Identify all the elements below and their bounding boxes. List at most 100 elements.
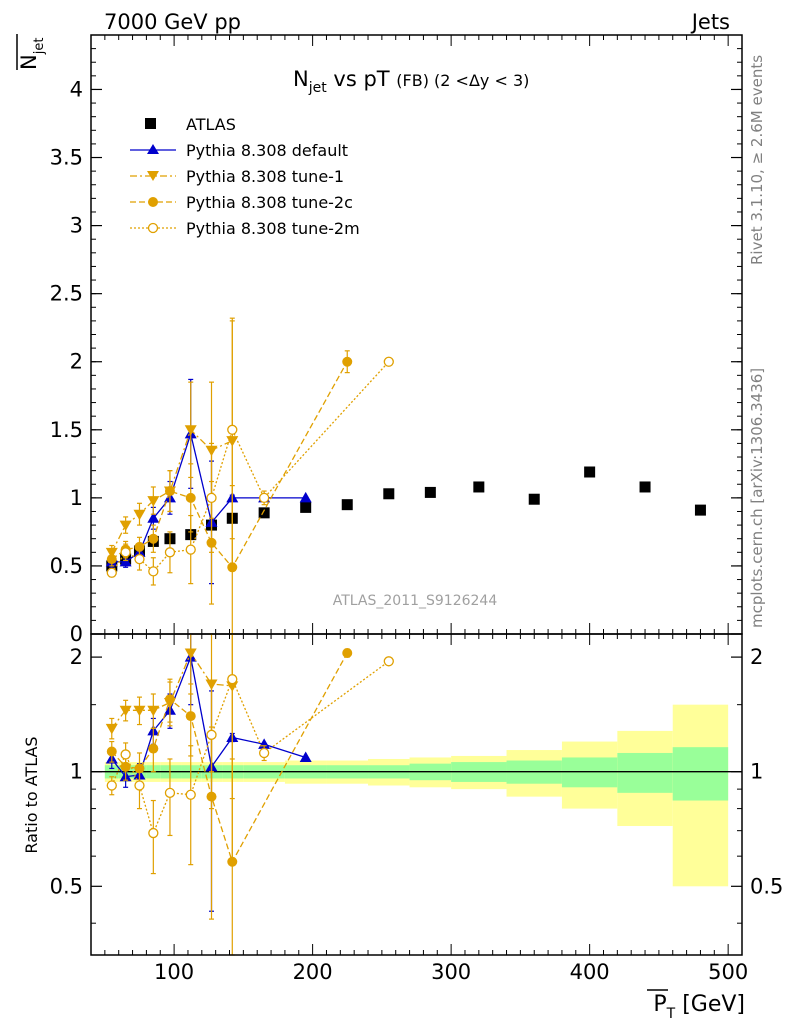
x-tick-label: 500	[708, 960, 748, 984]
main-y-tick-label: 0.5	[50, 554, 83, 578]
ratio-pythia-8-308-tune-1-point	[184, 648, 197, 660]
legend-label-tune2m: Pythia 8.308 tune-2m	[186, 219, 360, 238]
ratio-y-tick-label-right: 2	[750, 645, 763, 669]
main-pythia-8-308-tune-1-point	[133, 509, 146, 521]
ratio-y-tick-label: 1	[70, 760, 83, 784]
main-pythia-8-308-tune-2m-point	[120, 547, 131, 558]
ratio-pythia-8-308-tune-2c-point	[106, 746, 117, 757]
legend-marker-default	[147, 144, 159, 154]
main-plot-area	[105, 317, 706, 635]
main-atlas-point	[639, 481, 651, 493]
x-tick-label: 400	[570, 960, 610, 984]
main-atlas-point	[383, 488, 395, 500]
ratio-uncertainty-band	[104, 704, 729, 887]
ratio-pythia-8-308-tune-2m-point	[106, 780, 117, 791]
main-pythia-8-308-tune-2c-point	[164, 486, 175, 497]
ratio-pythia-8-308-tune-1-point	[105, 723, 118, 735]
ylabel-main: N	[17, 54, 41, 70]
main-pythia-8-308-tune-2m-point	[185, 544, 196, 555]
ratio-plot-area	[105, 633, 394, 956]
main-pythia-8-308-tune-1-point	[119, 520, 132, 532]
ratio-pythia-8-308-tune-1-line	[111, 651, 233, 729]
main-atlas-point	[300, 501, 312, 513]
ratio-pythia-8-308-tune-1-point	[119, 705, 132, 717]
ratio-pythia-8-308-tune-2c-point	[148, 743, 159, 754]
main-y-tick-label: 4	[70, 77, 83, 101]
ratio-pythia-8-308-tune-2m-point	[383, 656, 394, 667]
main-y-tick-label: 3.5	[50, 146, 83, 170]
ratio-panel: 0.5 0.5 1 1 2 2 100 200 300 400 500 Ratio to ATLA…	[22, 633, 783, 1022]
main-pythia-8-308-tune-2m-point	[134, 553, 145, 565]
main-atlas-point	[341, 499, 353, 511]
main-y-axis: 0 0.5 1 1.5 2 2.5 3 3.5 4	[50, 35, 742, 646]
legend-marker-tune2m	[147, 222, 159, 234]
main-atlas-point	[258, 507, 270, 519]
main-pythia-8-308-tune-2m-point	[258, 492, 270, 504]
ratio-frame	[90, 633, 743, 956]
main-pythia-8-308-tune-2c-point	[185, 492, 196, 503]
main-y-tick-label: 1.5	[50, 418, 83, 442]
main-panel: 0 0.5 1 1.5 2 2.5 3 3.5 4 Njet vs pT (FB) (2 <Δy…	[16, 34, 743, 646]
x-tick-label: 300	[431, 960, 471, 984]
main-pythia-8-308-tune-2m-line	[111, 361, 390, 574]
title-sub: jet	[308, 80, 328, 96]
legend-marker-atlas	[145, 118, 156, 129]
main-atlas-point	[528, 493, 540, 505]
main-pythia-8-308-tune-2c-line	[111, 361, 348, 569]
ratio-y-tick-label-right: 0.5	[750, 874, 783, 898]
ratio-pythia-8-308-tune-2c-point	[342, 648, 353, 659]
ratio-pythia-8-308-tune-2m-line	[111, 660, 390, 836]
main-atlas-point	[473, 481, 485, 493]
ratio-pythia-8-308-tune-2c-point	[185, 711, 196, 722]
main-pythia-8-308-tune-1-point	[184, 425, 197, 436]
xlabel-main: P	[653, 992, 666, 1017]
main-pythia-8-308-tune-2c-point	[106, 554, 117, 565]
ratio-pythia-8-308-tune-2c-point	[164, 694, 175, 705]
ratio-pythia-8-308-tune-2m-point	[227, 674, 238, 685]
main-pythia-8-308-tune-2m-point	[148, 566, 159, 577]
main-pythia-8-308-tune-1-point	[147, 496, 160, 507]
main-title: Njet vs pT (FB) (2 <Δy < 3)	[293, 67, 529, 96]
main-pythia-8-308-tune-2m-point	[227, 424, 238, 435]
ratio-pythia-8-308-tune-2m-point	[185, 789, 196, 800]
x-axis: 100 200 300 400 500	[104, 634, 748, 984]
ratio-pythia-8-308-tune-2m-point	[164, 787, 176, 798]
title-main: N	[293, 67, 309, 91]
main-pythia-8-308-tune-2m-point	[206, 492, 217, 504]
x-tick-label: 200	[293, 960, 333, 984]
ratio-y-label: Ratio to ATLAS	[22, 736, 41, 853]
ylabel-sub: jet	[32, 38, 47, 56]
main-pythia-8-308-tune-2m-point	[164, 547, 176, 558]
ratio-pythia-8-308-default-point	[299, 751, 312, 762]
legend-label-default: Pythia 8.308 default	[186, 141, 348, 160]
ratio-pythia-8-308-tune-1-point	[133, 705, 146, 717]
main-y-tick-label: 1	[70, 486, 83, 510]
svg-text:Njet: Njet	[17, 38, 47, 70]
x-axis-label: PT [GeV]	[647, 989, 745, 1022]
ratio-pythia-8-308-tune-2m-point	[148, 827, 159, 839]
x-tick-label: 100	[154, 960, 194, 984]
title-range: (2 <Δy < 3)	[429, 71, 529, 90]
title-rest: vs pT	[327, 67, 397, 91]
ratio-pythia-8-308-tune-2m-point	[206, 729, 217, 740]
analysis-label: ATLAS_2011_S9126244	[333, 593, 498, 609]
ratio-y-tick-label-right: 1	[750, 760, 763, 784]
xlabel-sub: T	[666, 1006, 676, 1022]
main-atlas-point	[584, 466, 596, 478]
xlabel-unit: [GeV]	[675, 992, 745, 1017]
mcplots-label: mcplots.cern.ch [arXiv:1306.3436]	[748, 368, 766, 628]
legend-label-atlas: ATLAS	[186, 115, 236, 134]
main-pythia-8-308-default-point	[299, 491, 312, 503]
legend: ATLAS Pythia 8.308 default Pythia 8.308 …	[130, 115, 360, 238]
main-pythia-8-308-default-line	[111, 431, 306, 563]
main-pythia-8-308-tune-2c-point	[227, 562, 238, 573]
rivet-label: Rivet 3.1.10, ≥ 2.6M events	[748, 55, 766, 265]
main-y-tick-label: 2.5	[50, 282, 83, 306]
ratio-y-tick-label: 0.5	[50, 874, 83, 898]
main-y-tick-label: 2	[70, 350, 83, 374]
band-inner-bin	[561, 757, 618, 788]
svg-text:PT [GeV]: PT [GeV]	[653, 992, 745, 1022]
main-pythia-8-308-tune-2c-point	[134, 541, 145, 552]
legend-label-tune2c: Pythia 8.308 tune-2c	[186, 193, 353, 212]
